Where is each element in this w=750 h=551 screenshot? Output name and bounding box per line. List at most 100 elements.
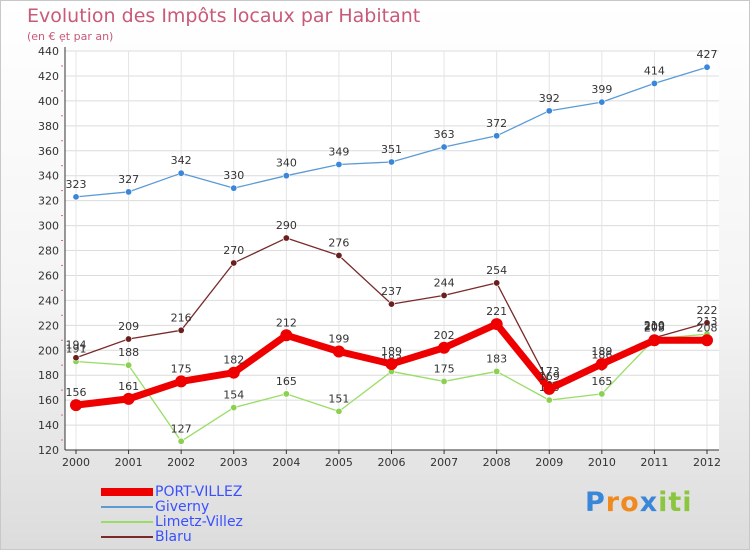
- data-point: [335, 251, 343, 259]
- data-label: 244: [434, 276, 455, 289]
- y-tick-label: 200: [38, 344, 59, 357]
- y-tick-label: 240: [38, 294, 59, 307]
- legend-label: Giverny: [155, 499, 210, 515]
- data-point: [440, 291, 448, 299]
- data-point: [545, 107, 553, 115]
- legend-item-limetz-villez: Limetz-Villez: [101, 514, 341, 530]
- data-point: [125, 361, 133, 369]
- data-point: [545, 396, 553, 404]
- data-label: 182: [223, 354, 244, 367]
- data-point: [177, 437, 185, 445]
- data-label: 191: [66, 342, 87, 355]
- data-point: [598, 98, 606, 106]
- data-point: [230, 184, 238, 192]
- data-point: [335, 160, 343, 168]
- data-label: 349: [328, 145, 349, 158]
- data-label: 199: [328, 332, 349, 345]
- data-label: 237: [381, 285, 402, 298]
- y-tick-label: 340: [38, 170, 59, 183]
- data-point: [490, 318, 503, 331]
- chart-title: Evolution des Impôts locaux par Habitant: [27, 5, 421, 27]
- logo-letter: o: [620, 487, 640, 518]
- data-label: 327: [118, 173, 139, 186]
- data-point: [543, 382, 556, 395]
- x-tick-label: 2002: [167, 456, 195, 469]
- series-giverny: 323 327 342 330 340 349 351 363 372 392 399 414 427: [66, 48, 718, 201]
- x-tick-label: 2003: [220, 456, 248, 469]
- data-point: [335, 407, 343, 415]
- data-point: [440, 143, 448, 151]
- data-label: 209: [644, 320, 665, 333]
- data-label: 208: [697, 321, 718, 334]
- logo-letter: t: [668, 487, 683, 518]
- data-point: [701, 334, 713, 347]
- data-point: [230, 404, 238, 412]
- data-point: [648, 334, 661, 347]
- data-point: [703, 319, 711, 327]
- data-label: 169: [539, 370, 560, 383]
- data-label: 221: [486, 305, 507, 318]
- data-label: 208: [644, 321, 665, 334]
- data-label: 216: [171, 311, 192, 324]
- legend-label: PORT-VILLEZ: [155, 484, 243, 500]
- data-label: 165: [591, 375, 612, 388]
- y-tick-label: 160: [38, 394, 59, 407]
- data-label: 175: [171, 362, 192, 375]
- data-label: 363: [434, 128, 455, 141]
- data-point: [282, 172, 290, 180]
- data-label: 212: [276, 316, 297, 329]
- y-tick-label: 400: [38, 95, 59, 108]
- y-tick-label: 380: [38, 120, 59, 133]
- logo-letter: P: [585, 487, 606, 518]
- data-point: [72, 354, 80, 362]
- y-tick-label: 420: [38, 70, 59, 83]
- data-label: 276: [328, 236, 349, 249]
- x-tick-label: 2009: [535, 456, 563, 469]
- data-label: 427: [697, 48, 718, 61]
- x-tick-label: 2005: [325, 456, 353, 469]
- data-point: [175, 375, 188, 388]
- x-tick-label: 2000: [62, 456, 90, 469]
- data-point: [177, 169, 185, 177]
- data-label: 156: [66, 386, 87, 399]
- data-label: 399: [591, 83, 612, 96]
- data-label: 270: [223, 244, 244, 257]
- chart-subtitle: (en € et par an): [27, 30, 114, 43]
- data-point: [282, 390, 290, 398]
- legend-item-giverny: Giverny: [101, 499, 341, 515]
- data-point: [385, 357, 398, 370]
- legend-item-blaru: Blaru: [101, 529, 341, 545]
- data-point: [125, 188, 133, 196]
- y-tick-label: 300: [38, 220, 59, 233]
- data-label: 189: [591, 345, 612, 358]
- data-point: [177, 326, 185, 334]
- data-label: 161: [118, 380, 139, 393]
- data-point: [122, 392, 135, 405]
- data-label: 165: [276, 375, 297, 388]
- legend-swatch: [101, 521, 153, 523]
- y-tick-label: 220: [38, 319, 59, 332]
- data-point: [70, 399, 82, 412]
- proxiti-logo: Proxiti: [585, 487, 693, 518]
- y-tick-label: 440: [38, 45, 59, 58]
- data-point: [387, 300, 395, 308]
- legend-label: Limetz-Villez: [155, 514, 243, 530]
- data-label: 330: [223, 169, 244, 182]
- data-label: 210: [644, 319, 665, 332]
- legend-swatch: [101, 506, 153, 508]
- data-point: [72, 193, 80, 201]
- data-point: [280, 329, 293, 342]
- x-tick-label: 2012: [693, 456, 721, 469]
- data-label: 340: [276, 157, 297, 170]
- y-tick-label: 320: [38, 195, 59, 208]
- data-point: [703, 63, 711, 71]
- x-tick-label: 2011: [640, 456, 668, 469]
- legend-item-port-villez: PORT-VILLEZ: [101, 484, 341, 500]
- logo-letter: r: [605, 487, 621, 518]
- data-label: 202: [434, 329, 455, 342]
- data-label: 151: [328, 392, 349, 405]
- y-tick-label: 120: [38, 444, 59, 457]
- x-tick-label: 2001: [115, 456, 143, 469]
